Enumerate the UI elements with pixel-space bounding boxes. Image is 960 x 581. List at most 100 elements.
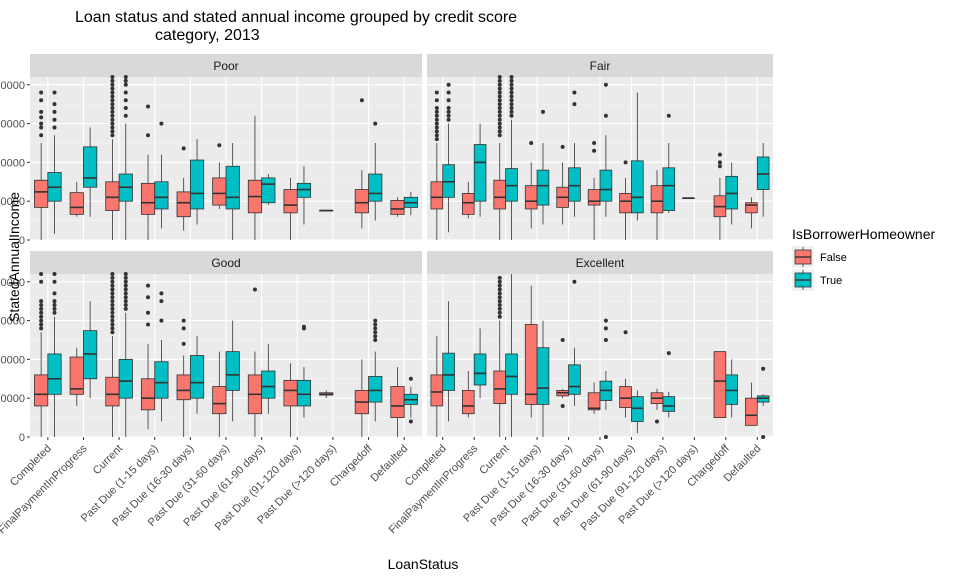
outlier-point <box>52 109 57 114</box>
outlier-point <box>110 117 115 122</box>
outlier-point <box>123 275 128 280</box>
boxplot-true <box>154 121 169 229</box>
outlier-point <box>761 435 766 439</box>
outlier-point <box>540 109 545 114</box>
boxplot-false <box>319 390 334 399</box>
boxplot-true <box>473 328 487 399</box>
outlier-point <box>509 94 514 99</box>
outlier-point <box>497 287 502 292</box>
facet-strip-label: Fair <box>590 59 611 73</box>
boxplot-false <box>176 146 191 231</box>
boxplot-true <box>505 274 518 437</box>
outlier-point <box>39 98 44 103</box>
outlier-point <box>434 133 439 138</box>
box-iqr <box>105 181 120 211</box>
outlier-point <box>509 98 514 103</box>
outlier-point <box>39 121 44 126</box>
boxplot-true <box>403 191 418 216</box>
box-iqr <box>505 353 518 395</box>
boxplot-true <box>118 75 133 240</box>
outlier-point <box>39 322 44 327</box>
box-iqr <box>154 181 169 210</box>
outlier-point <box>39 326 44 331</box>
outlier-point <box>252 287 257 292</box>
outlier-point <box>159 299 164 304</box>
boxplot-false <box>745 197 758 229</box>
boxplot-false <box>354 98 369 229</box>
outlier-point <box>434 121 439 126</box>
boxplot-false <box>212 351 227 437</box>
boxplot-true <box>296 324 312 418</box>
outlier-point <box>497 75 502 79</box>
outlier-point <box>110 287 115 292</box>
box-iqr <box>524 324 538 405</box>
outlier-point <box>123 303 128 308</box>
outlier-point <box>110 106 115 111</box>
outlier-point <box>301 324 306 329</box>
outlier-point <box>110 279 115 284</box>
boxplot-true <box>536 320 550 437</box>
box-iqr <box>619 193 632 214</box>
outlier-point <box>497 86 502 91</box>
boxplot-true <box>47 90 62 234</box>
boxplot-false <box>105 272 120 437</box>
outlier-point <box>373 330 378 335</box>
box-iqr <box>261 370 276 399</box>
outlier-point <box>146 310 151 315</box>
outlier-point <box>509 106 514 111</box>
outlier-point <box>123 287 128 292</box>
facet-panel-poor: Poor 0 50000 100000 150000 200000 <box>0 54 422 247</box>
box-iqr <box>662 396 676 412</box>
box-iqr <box>368 173 383 202</box>
legend-label-false: False <box>820 252 847 264</box>
box-iqr <box>587 189 601 206</box>
box-iqr <box>140 182 156 215</box>
outlier-point <box>110 133 115 138</box>
outlier-point <box>666 351 671 356</box>
boxplot-false <box>461 181 475 219</box>
outlier-point <box>434 117 439 122</box>
outlier-point <box>52 291 57 296</box>
box-iqr <box>176 191 191 218</box>
outlier-point <box>123 272 128 276</box>
y-axis-label: StatedAnnualIncome <box>6 192 22 322</box>
boxplot-true <box>631 92 644 221</box>
outlier-point <box>373 334 378 339</box>
outlier-point <box>181 326 186 331</box>
box-iqr <box>296 379 312 407</box>
outlier-point <box>110 129 115 134</box>
outlier-point <box>592 148 597 153</box>
outlier-point <box>123 113 128 118</box>
outlier-point <box>434 109 439 114</box>
outlier-point <box>110 314 115 319</box>
box-iqr <box>368 376 383 403</box>
outlier-point <box>110 326 115 331</box>
box-iqr <box>587 392 601 411</box>
outlier-point <box>373 121 378 126</box>
outlier-point <box>497 291 502 296</box>
outlier-point <box>509 86 514 91</box>
box-iqr <box>140 378 156 411</box>
boxplot-true <box>473 123 487 217</box>
boxplot-true <box>442 301 455 422</box>
outlier-point <box>123 75 128 79</box>
outlier-point <box>39 306 44 311</box>
y-tick-label: 0 <box>19 432 25 444</box>
outlier-point <box>52 90 57 95</box>
outlier-point <box>110 283 115 288</box>
facet-panel-fair: Fair <box>427 54 773 241</box>
boxplot-false <box>69 181 84 217</box>
outlier-point <box>592 140 597 145</box>
outlier-point <box>110 86 115 91</box>
outlier-point <box>52 102 57 107</box>
boxplot-false <box>682 197 695 199</box>
box-iqr <box>430 181 444 210</box>
box-iqr <box>212 177 227 206</box>
boxplot-false <box>140 283 156 430</box>
y-tick-label: 150000 <box>0 119 25 131</box>
boxplot-true <box>756 142 770 217</box>
outlier-point <box>603 113 608 118</box>
outlier-point <box>146 133 151 138</box>
facet-strip <box>427 54 773 77</box>
legend: IsBorrowerHomeowner False True <box>792 226 935 291</box>
